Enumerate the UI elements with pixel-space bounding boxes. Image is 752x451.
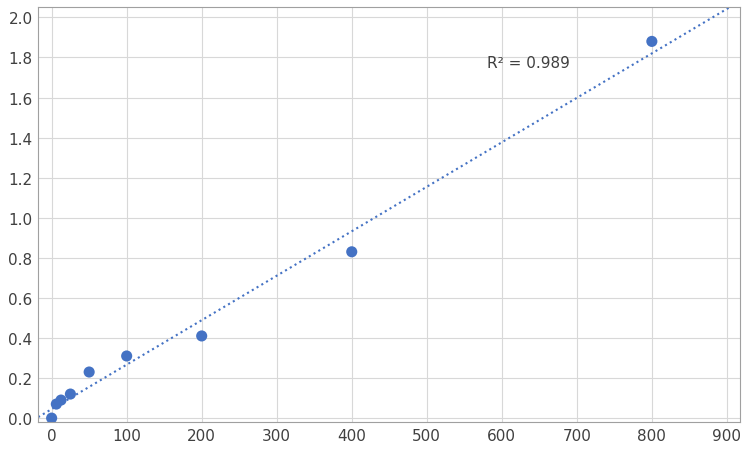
Point <box>646 39 658 46</box>
Point <box>196 332 208 340</box>
Point <box>83 368 96 376</box>
Point <box>65 391 77 398</box>
Text: R² = 0.989: R² = 0.989 <box>487 56 570 71</box>
Point <box>55 396 67 404</box>
Point <box>346 249 358 256</box>
Point <box>120 353 132 360</box>
Point <box>46 414 58 422</box>
Point <box>50 400 62 408</box>
